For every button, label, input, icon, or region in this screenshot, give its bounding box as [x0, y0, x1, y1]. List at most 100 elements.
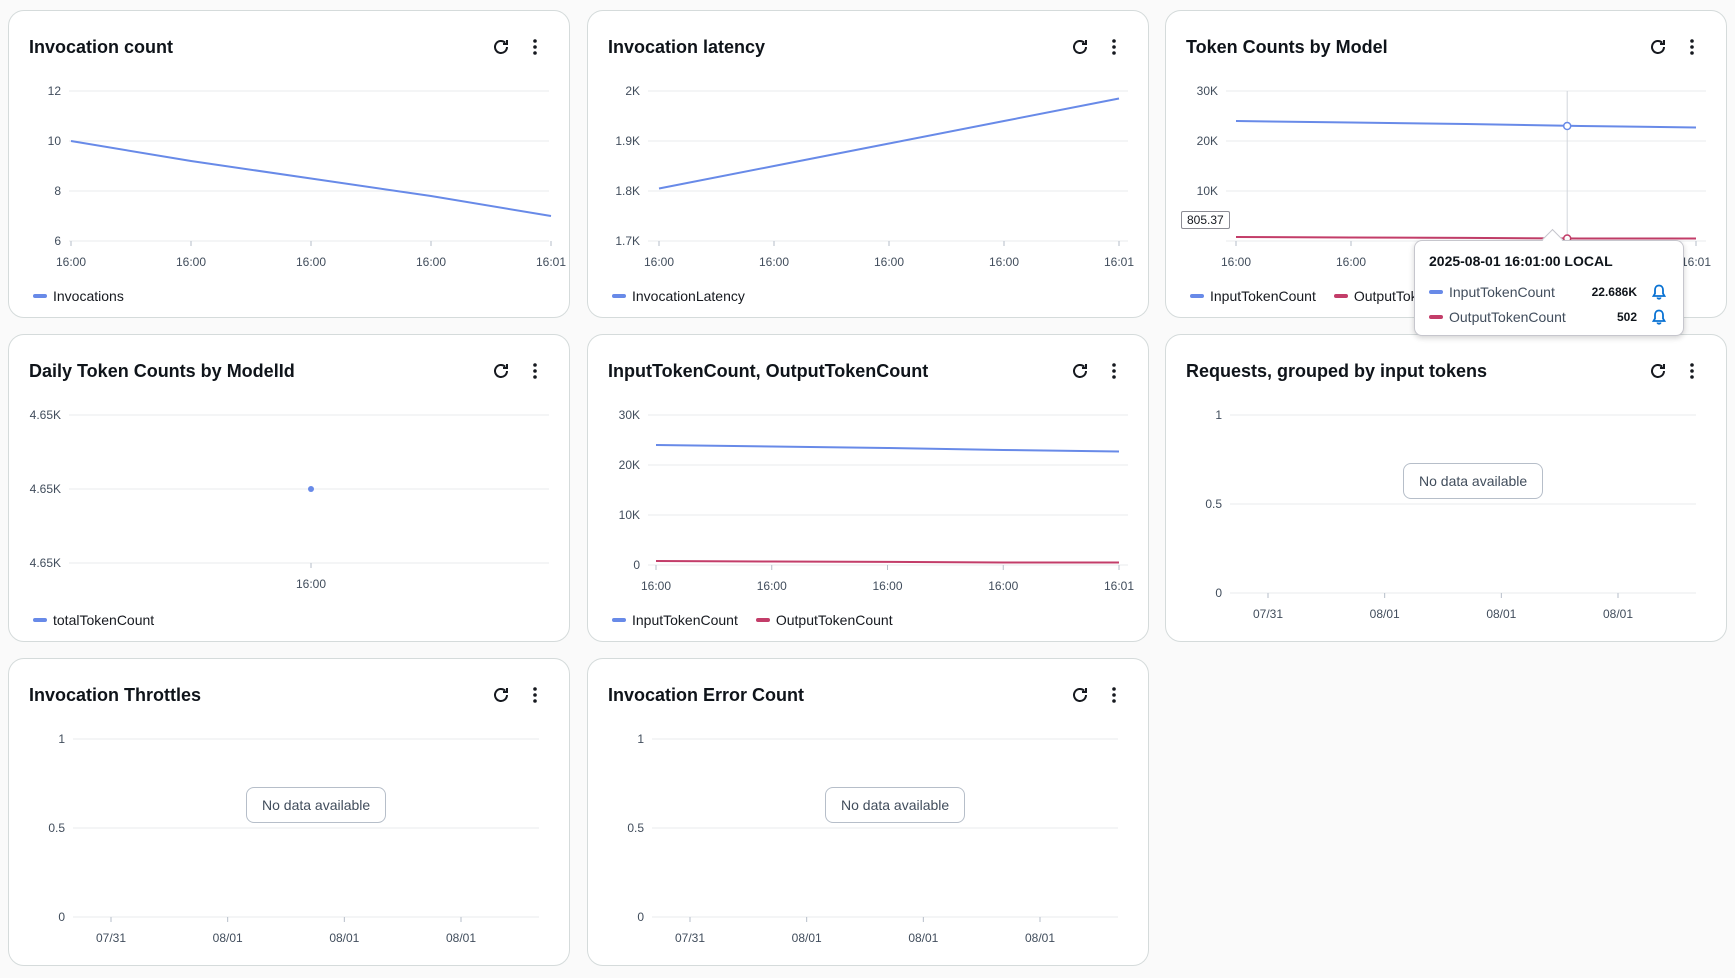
chart-plot: 12 10 8 6 16:00 16:00 16:00 16:00 16:01 — [48, 84, 567, 269]
legend-item-invocations[interactable]: Invocations — [33, 288, 124, 304]
y-tick-label: 1.9K — [615, 134, 640, 148]
legend-item-total-token-count[interactable]: totalTokenCount — [33, 612, 154, 628]
legend-item-invocation-latency[interactable]: InvocationLatency — [612, 288, 745, 304]
more-vertical-icon[interactable] — [525, 361, 545, 381]
y-tick-label: 10K — [619, 508, 640, 522]
widget-invocation-latency: Invocation latency 2K 1.9K 1.8K 1.7K 16:00 16… — [587, 10, 1149, 318]
more-vertical-icon[interactable] — [525, 685, 545, 705]
chart-plot: 4.65K 4.65K 4.65K 16:00 — [30, 408, 549, 591]
x-tick-label: 08/01 — [446, 931, 476, 945]
x-tick-label: 08/01 — [1603, 607, 1633, 621]
widget-title: Invocation latency — [608, 37, 766, 57]
more-vertical-icon[interactable] — [525, 37, 545, 57]
legend-swatch — [33, 618, 47, 622]
widget-actions — [1070, 685, 1124, 705]
x-tick-label: 16:00 — [1336, 255, 1366, 269]
tooltip-series-value: 502 — [1616, 309, 1637, 324]
x-tick-label: 07/31 — [675, 931, 705, 945]
legend-swatch — [1429, 289, 1443, 294]
legend-swatch — [612, 294, 626, 298]
tooltip-series-name: OutputTokenCount — [1449, 308, 1566, 325]
more-vertical-icon[interactable] — [1682, 361, 1702, 381]
y-tick-label: 6 — [54, 234, 61, 248]
series-line — [655, 444, 1120, 453]
legend-swatch — [755, 618, 770, 622]
widget-title: Token Counts by Model — [1186, 37, 1388, 57]
x-tick-label: 07/31 — [1253, 607, 1283, 621]
refresh-icon[interactable] — [491, 37, 511, 57]
x-tick-label: 16:00 — [989, 255, 1019, 269]
refresh-icon[interactable] — [1648, 361, 1668, 381]
y-tick-label: 0 — [58, 910, 65, 924]
legend-label: InputTokenCount — [632, 612, 738, 628]
legend-label: InvocationLatency — [632, 288, 745, 304]
x-tick-label: 16:01 — [536, 255, 566, 269]
x-tick-label: 08/01 — [908, 931, 938, 945]
x-tick-label: 08/01 — [213, 931, 243, 945]
bell-icon[interactable] — [1649, 307, 1669, 327]
widget-title: Invocation count — [29, 37, 173, 57]
legend-swatch — [1429, 314, 1443, 319]
x-tick-label: 08/01 — [329, 931, 359, 945]
y-tick-label: 30K — [619, 408, 640, 422]
chart-plot: 2K 1.9K 1.8K 1.7K 16:00 16:00 16:00 16:00 16:01 — [615, 84, 1134, 269]
y-tick-label: 0.5 — [627, 821, 644, 835]
refresh-icon[interactable] — [1070, 361, 1090, 381]
widget-daily-token-counts: Daily Token Counts by ModelId 4.65K 4.65K… — [8, 334, 570, 642]
x-tick-label: 16:00 — [296, 577, 326, 591]
no-data-message: No data available — [1403, 463, 1544, 499]
y-tick-label: 0 — [637, 910, 644, 924]
no-data-message: No data available — [246, 787, 387, 823]
refresh-icon[interactable] — [1070, 685, 1090, 705]
legend-item-input-token-count[interactable]: InputTokenCount — [1190, 288, 1316, 304]
no-data-message: No data available — [825, 787, 966, 823]
more-vertical-icon[interactable] — [1682, 37, 1702, 57]
y-tick-label: 1.8K — [615, 184, 640, 198]
y-tick-label: 1 — [58, 732, 65, 746]
legend-item-input-token-count[interactable]: InputTokenCount — [612, 612, 738, 628]
y-tick-label: 4.65K — [30, 408, 61, 422]
y-tick-label: 2K — [625, 84, 640, 98]
tooltip-row: InputTokenCount 22.686K — [1429, 279, 1669, 304]
y-tick-label: 0 — [1215, 586, 1222, 600]
x-tick-label: 16:00 — [176, 255, 206, 269]
y-tick-label: 0 — [633, 558, 640, 572]
widget-actions — [491, 37, 545, 57]
refresh-icon[interactable] — [491, 685, 511, 705]
y-tick-label: 1 — [1215, 408, 1222, 422]
legend-swatch — [33, 294, 47, 298]
x-tick-label: 16:00 — [296, 255, 326, 269]
x-tick-label: 08/01 — [1025, 931, 1055, 945]
legend-item-output-token-count[interactable]: OutputTokenCount — [755, 612, 893, 628]
y-tick-label: 20K — [1197, 134, 1218, 148]
refresh-icon[interactable] — [1070, 37, 1090, 57]
more-vertical-icon[interactable] — [1104, 37, 1124, 57]
y-tick-label: 10K — [1197, 184, 1218, 198]
widget-requests-by-input-tokens: Requests, grouped by input tokens 1 0.5 0 0… — [1165, 334, 1727, 642]
widget-invocation-throttles: Invocation Throttles 1 0.5 0 07/31 08/01 08/0… — [8, 658, 570, 966]
y-tick-label: 30K — [1197, 84, 1218, 98]
widget-actions — [1648, 361, 1702, 381]
legend-label: OutputTokenCount — [775, 612, 893, 628]
widget-actions — [491, 685, 545, 705]
y-tick-label: 12 — [48, 84, 62, 98]
y-tick-label: 4.65K — [30, 556, 61, 570]
chart-tooltip: 2025-08-01 16:01:00 LOCAL InputTokenCoun… — [1414, 240, 1684, 336]
data-point — [308, 486, 314, 492]
refresh-icon[interactable] — [491, 361, 511, 381]
more-vertical-icon[interactable] — [1104, 685, 1124, 705]
x-tick-label: 16:00 — [644, 255, 674, 269]
more-vertical-icon[interactable] — [1104, 361, 1124, 381]
tooltip-row: OutputTokenCount 502 — [1429, 304, 1669, 329]
x-tick-label: 16:01 — [1104, 255, 1134, 269]
bell-icon[interactable] — [1649, 282, 1669, 302]
refresh-icon[interactable] — [1648, 37, 1668, 57]
y-tick-label: 20K — [619, 458, 640, 472]
x-tick-label: 08/01 — [792, 931, 822, 945]
legend-label: Invocations — [53, 288, 124, 304]
chart-plot: 1 0.5 0 07/31 08/01 08/01 08/01 — [48, 732, 539, 945]
chart-legend: totalTokenCount — [33, 612, 154, 628]
widget-invocation-error-count: Invocation Error Count 1 0.5 0 07/31 08/01 08… — [587, 658, 1149, 966]
